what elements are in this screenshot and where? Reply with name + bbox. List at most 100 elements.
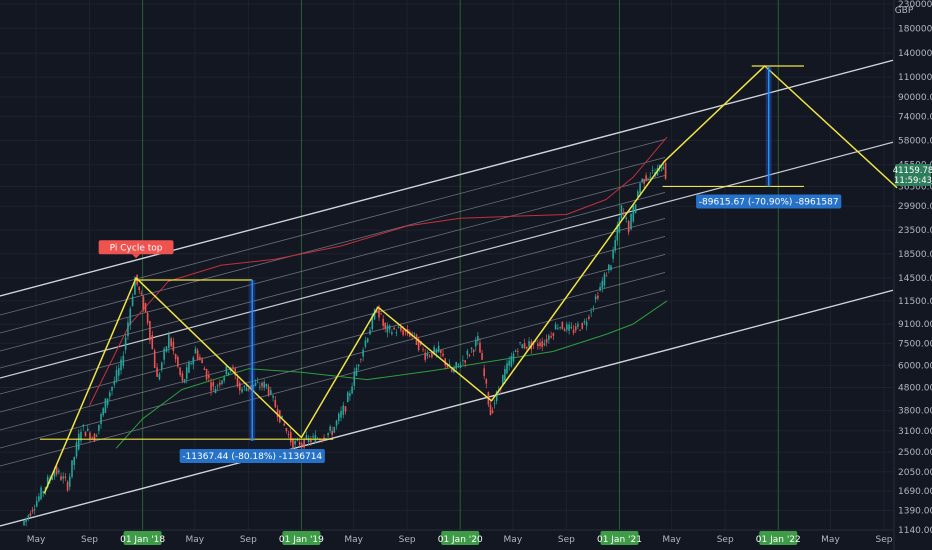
price-candle — [601, 280, 604, 288]
price-candle — [127, 322, 129, 337]
price-candle — [281, 415, 283, 418]
price-candle — [459, 365, 462, 368]
price-tick-label: 9100.00 — [898, 320, 932, 330]
price-tick-label: 14500.00 — [898, 274, 932, 284]
price-tick-label: 1690.00 — [898, 487, 932, 497]
price-candle — [53, 470, 56, 477]
moving-averages — [89, 136, 668, 449]
time-tick-label: May — [504, 535, 523, 545]
price-candle — [270, 390, 272, 395]
price-candle — [252, 384, 255, 387]
price-candle — [301, 443, 303, 446]
price-candle — [344, 406, 347, 412]
price-candle — [188, 362, 190, 373]
price-candle — [360, 359, 362, 361]
price-candle — [250, 385, 252, 389]
price-candle — [192, 357, 195, 365]
price-candle — [477, 336, 479, 341]
price-candle — [335, 420, 338, 426]
channel-inner-line — [0, 139, 666, 316]
price-candle — [163, 348, 165, 360]
price-candle — [464, 360, 466, 363]
price-candle — [64, 476, 67, 478]
channel-inner-line — [0, 254, 666, 431]
price-candle — [115, 370, 118, 382]
price-candle — [489, 404, 492, 416]
price-candle — [243, 385, 246, 387]
price-candle — [455, 362, 457, 369]
time-tick-label: 01 Jan '18 — [120, 535, 165, 545]
price-candle — [462, 360, 464, 361]
price-candle — [80, 431, 82, 441]
price-candle — [227, 372, 230, 375]
price-candle — [517, 350, 519, 352]
price-candle — [391, 332, 393, 334]
price-candle — [561, 321, 564, 329]
price-candle — [183, 379, 186, 383]
price-candle — [33, 509, 36, 511]
price-candle — [483, 368, 485, 377]
time-tick-label: 01 Jan '21 — [597, 535, 642, 545]
price-candle — [129, 308, 132, 325]
price-candle — [35, 501, 38, 507]
time-tick-label: May — [186, 535, 205, 545]
price-candle — [510, 356, 513, 367]
price-candle — [554, 324, 557, 330]
price-candle — [181, 373, 184, 381]
price-candle — [351, 386, 353, 394]
ma-red-line — [89, 136, 668, 406]
price-candle — [25, 517, 27, 522]
price-candle — [294, 440, 296, 445]
range-measure-badge — [179, 448, 325, 463]
price-candle — [468, 354, 471, 356]
price-candle — [131, 296, 134, 306]
price-candle — [521, 344, 524, 349]
price-candle — [508, 360, 510, 366]
channel-inner-line — [0, 175, 666, 352]
price-candle — [285, 428, 288, 432]
price-candle — [608, 264, 610, 271]
price-candle — [298, 442, 301, 446]
price-candle — [634, 204, 637, 214]
price-candle — [91, 437, 94, 439]
price-candle — [333, 426, 336, 433]
price-candle — [236, 377, 239, 387]
price-candle — [526, 346, 528, 349]
price-candle — [42, 491, 45, 494]
price-candle — [502, 375, 504, 386]
price-candle — [610, 265, 612, 271]
price-candle — [605, 275, 608, 277]
price-candle — [259, 386, 261, 388]
price-candle — [170, 338, 172, 347]
time-axis[interactable]: May Sep 01 Jan '18 May Sep 01 Jan '19 May Sep 01… — [27, 531, 893, 545]
price-candle — [572, 329, 575, 333]
price-candle — [98, 424, 100, 431]
price-axis[interactable]: GBP 230000.00 180000.00 140000.00 110000.00… — [895, 0, 932, 536]
price-candle — [108, 392, 111, 397]
price-candle — [585, 321, 588, 326]
date-badge — [123, 531, 162, 545]
price-candle — [380, 313, 382, 315]
price-candle — [261, 382, 263, 387]
price-candle — [158, 373, 161, 380]
price-candle — [179, 367, 181, 375]
price-candle — [588, 316, 590, 319]
ma-green-line — [115, 300, 668, 449]
price-candle — [77, 433, 80, 450]
price-candle — [660, 170, 663, 172]
price-tick-label: 1140.00 — [898, 526, 932, 536]
price-candle — [331, 431, 333, 436]
price-tick-label: 230000.00 — [898, 0, 932, 10]
price-candle — [384, 322, 387, 329]
price-candle — [641, 178, 643, 182]
price-candle — [185, 367, 188, 379]
time-tick-label: Sep — [717, 535, 734, 545]
price-candle — [212, 382, 215, 387]
price-candle — [504, 369, 506, 381]
price-candle — [376, 310, 378, 313]
drawing-tools[interactable]: -11367.44 (-80.18%) -1136714 -89615.67 (-… — [39, 65, 898, 494]
price-candle — [428, 355, 431, 357]
price-candle — [616, 225, 619, 241]
price-candle — [603, 273, 606, 286]
